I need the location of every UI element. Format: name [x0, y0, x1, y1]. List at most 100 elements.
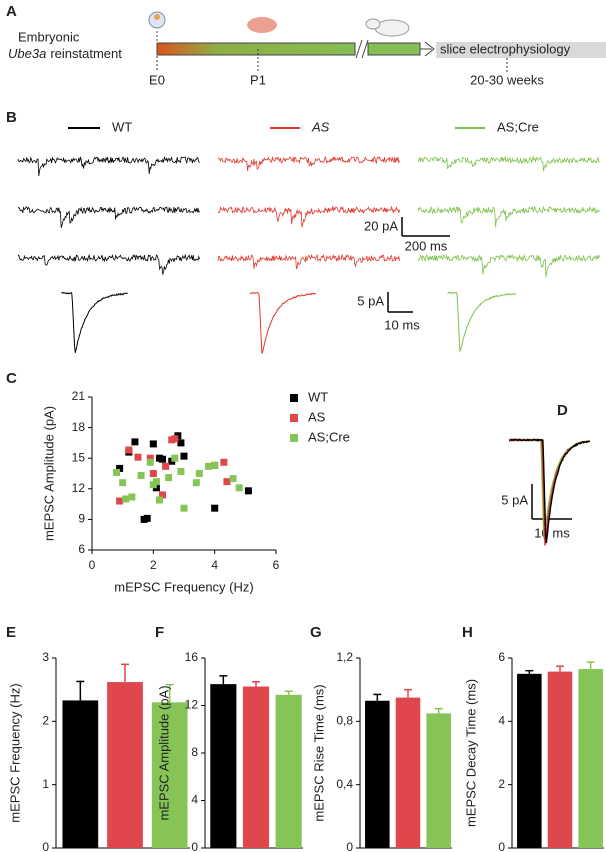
point — [177, 439, 185, 447]
legend-swatch — [290, 414, 298, 422]
text: reinstatment — [50, 46, 122, 61]
break — [361, 39, 369, 59]
point — [131, 438, 139, 446]
pup-icon — [247, 17, 277, 33]
average-trace — [447, 291, 517, 353]
scale-label: 10 ms — [384, 317, 420, 332]
average-trace — [509, 438, 591, 540]
point — [137, 472, 145, 480]
point — [211, 504, 219, 512]
panel-label: D — [557, 402, 568, 419]
point — [195, 470, 203, 477]
y-tick-label: 9 — [78, 512, 85, 526]
scale-label: 5 pA — [501, 492, 528, 507]
point — [220, 458, 228, 466]
bar — [365, 700, 390, 848]
stage-label: slice electrophysiology — [440, 41, 571, 56]
panel-label: B — [6, 109, 17, 126]
point — [180, 504, 188, 512]
average-trace — [61, 291, 128, 353]
point — [165, 474, 173, 482]
point — [229, 475, 237, 483]
break — [355, 39, 363, 59]
y-tick-label: 18 — [72, 420, 86, 434]
y-tick-label: 2 — [42, 714, 49, 728]
average-trace — [249, 291, 317, 354]
bar — [62, 700, 99, 848]
point — [116, 497, 124, 505]
bar — [426, 713, 451, 848]
point — [162, 462, 170, 470]
y-axis-label: mEPSC Amplitude (pA) — [41, 406, 56, 541]
point — [125, 446, 133, 454]
y-axis-label: mEPSC Rise Time (ms) — [311, 684, 326, 821]
bar — [242, 686, 270, 848]
bar — [395, 697, 421, 848]
legend-label: WT — [112, 119, 132, 134]
legend-label: WT — [308, 389, 328, 404]
y-tick-label: 4 — [498, 714, 505, 728]
point — [149, 440, 157, 448]
trace — [417, 205, 600, 228]
scale-label: 10 ms — [534, 525, 570, 540]
bar — [151, 702, 188, 848]
y-tick-label: 0,8 — [336, 714, 353, 728]
legend-swatch — [290, 394, 298, 402]
y-tick-label: 16 — [185, 650, 199, 664]
y-tick-label: 21 — [72, 389, 86, 403]
timeline — [367, 42, 421, 56]
point — [122, 495, 130, 503]
bar — [107, 682, 143, 848]
egg-icon — [154, 14, 160, 20]
y-tick-label: 15 — [72, 450, 86, 464]
trace — [17, 156, 200, 177]
scale-label: 5 pA — [357, 293, 384, 308]
stage-box — [436, 42, 606, 58]
trace — [217, 205, 400, 228]
trace — [217, 253, 400, 270]
y-tick-label: 0 — [42, 840, 49, 852]
legend-swatch — [290, 434, 298, 442]
y-axis-label: mEPSC Amplitude (pA) — [156, 685, 171, 820]
y-tick-label: 3 — [42, 650, 49, 664]
point — [244, 487, 252, 495]
trace — [217, 155, 400, 171]
point — [146, 458, 154, 466]
y-tick-label: 1,2 — [336, 650, 353, 664]
point — [155, 496, 163, 504]
panel-label: F — [155, 624, 164, 641]
legend-label: AS;Cre — [497, 119, 539, 134]
scale-label: 20 pA — [364, 218, 398, 233]
x-tick-label: 2 — [150, 558, 157, 572]
y-tick-label: 2 — [498, 777, 505, 791]
y-tick-label: 0,4 — [336, 777, 353, 791]
legend-label: AS — [308, 409, 326, 424]
point — [223, 478, 231, 486]
text: Embryonic — [18, 29, 80, 44]
timeline-label: E0 — [149, 72, 165, 87]
y-tick-label: 6 — [498, 650, 505, 664]
y-axis-label: mEPSC Frequency (Hz) — [7, 683, 22, 822]
point — [113, 468, 121, 476]
bar — [210, 684, 237, 848]
y-tick-label: 4 — [191, 793, 198, 807]
y-tick-label: 6 — [78, 542, 85, 556]
mouse-icon — [365, 18, 381, 30]
text: Ube3a — [8, 46, 46, 61]
point — [116, 464, 124, 472]
arrow — [424, 41, 435, 57]
timeline-label: 20-30 weeks — [470, 72, 544, 87]
point — [159, 455, 167, 463]
y-tick-label: 8 — [191, 745, 198, 759]
timeline-label: P1 — [250, 72, 266, 87]
y-tick-label: 0 — [498, 840, 505, 852]
y-tick-label: 1 — [42, 777, 49, 791]
y-tick-label: 0 — [346, 840, 353, 852]
x-tick-label: 4 — [211, 558, 218, 572]
text: Ube3a reinstatment — [8, 46, 122, 61]
point — [211, 461, 219, 469]
x-axis-label: mEPSC Frequency (Hz) — [114, 579, 253, 594]
legend-label: AS;Cre — [308, 429, 350, 444]
point — [146, 454, 154, 462]
